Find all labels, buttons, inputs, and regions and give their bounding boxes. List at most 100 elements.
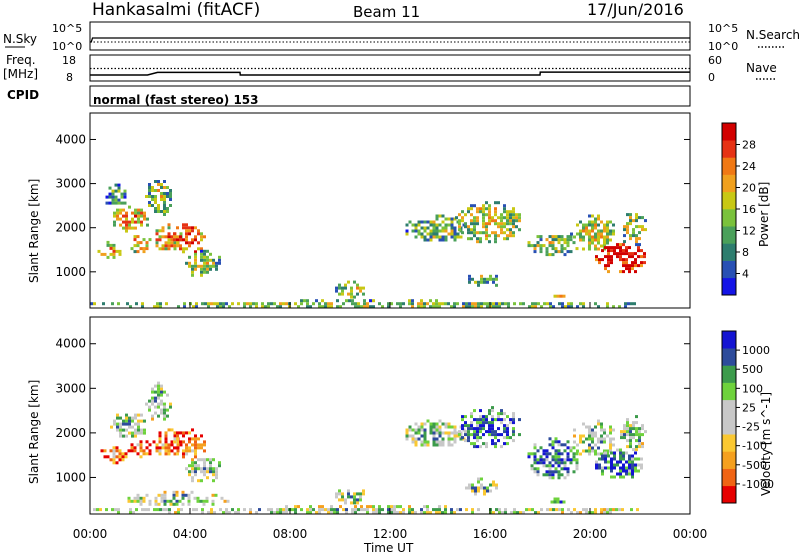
velocity-cell [191, 479, 194, 483]
power-cell [117, 183, 121, 187]
power-cell [441, 226, 445, 230]
power-cell [631, 252, 634, 256]
power-cell [137, 208, 140, 212]
power-cell [109, 252, 113, 256]
power-cell [294, 302, 297, 306]
velocity-cell [595, 460, 598, 464]
power-cell [170, 238, 174, 242]
velocity-cell [399, 505, 402, 509]
power-cell [408, 220, 412, 224]
power-cell [106, 243, 110, 247]
velocity-cell [438, 511, 441, 515]
velocity-cell [116, 425, 119, 429]
velocity-cell [629, 424, 632, 428]
velocity-cell [473, 418, 476, 422]
power-cell [612, 229, 615, 233]
velocity-cell [613, 457, 616, 461]
power-cell [522, 302, 525, 306]
power-cell [154, 195, 157, 198]
velocity-cell [234, 511, 237, 515]
power-cell [512, 225, 515, 229]
power-cell [632, 219, 635, 223]
velocity-cell [182, 452, 185, 456]
power-cell [188, 255, 191, 259]
power-cell [500, 213, 503, 217]
power-cell [131, 211, 134, 215]
velocity-cell [121, 455, 125, 459]
power-cell [536, 235, 540, 239]
power-cell [482, 207, 485, 211]
power-cell [591, 241, 594, 245]
power-cell [166, 195, 169, 198]
power-cell [477, 305, 480, 309]
velocity-cell [626, 445, 629, 449]
velocity-colorbar-tick-label: 500 [742, 363, 763, 376]
power-cell [503, 237, 506, 241]
velocity-cell [476, 421, 479, 425]
power-cell [435, 226, 439, 230]
power-cell [477, 283, 480, 287]
velocity-cell [435, 508, 438, 512]
power-cell [212, 264, 215, 268]
power-cell [563, 241, 567, 245]
power-cell [619, 258, 622, 262]
power-cell [560, 235, 564, 239]
power-cell [471, 305, 474, 309]
velocity-cell [200, 434, 203, 438]
velocity-cell [551, 473, 555, 477]
power-cell [485, 234, 488, 238]
power-cell [206, 258, 209, 262]
velocity-cell [137, 425, 140, 429]
power-cell [619, 252, 622, 256]
velocity-cell [140, 431, 143, 435]
power-cell [145, 247, 149, 251]
velocity-cell [294, 511, 297, 515]
velocity-cell [561, 511, 564, 515]
power-cell [509, 228, 512, 232]
power-cell [300, 302, 303, 306]
power-cell [142, 247, 146, 251]
power-cell [494, 213, 497, 217]
velocity-cell [185, 452, 188, 456]
power-cell [603, 238, 606, 242]
power-cell [182, 238, 185, 242]
velocity-cell [359, 498, 362, 502]
velocity-cell [453, 440, 457, 444]
power-cell [157, 204, 160, 207]
velocity-cell [139, 496, 143, 500]
velocity-cell [634, 469, 637, 473]
velocity-cell [591, 449, 594, 453]
power-cell [303, 299, 306, 303]
power-cell [619, 255, 622, 259]
velocity-cell [192, 508, 195, 512]
power-cell [203, 258, 206, 262]
velocity-cell [176, 449, 180, 453]
velocity-cell [179, 443, 183, 447]
power-cell [597, 235, 600, 239]
power-cell [567, 305, 570, 309]
velocity-cell [188, 431, 191, 435]
power-cell [119, 223, 122, 227]
velocity-cell [563, 461, 567, 465]
velocity-cell [594, 508, 597, 512]
velocity-cell [420, 508, 423, 512]
velocity-cell [163, 408, 166, 412]
power-cell [297, 305, 300, 309]
power-cell [582, 235, 585, 239]
velocity-cell [470, 424, 473, 428]
velocity-cell [164, 434, 168, 438]
velocity-cell [600, 434, 603, 438]
velocity-cell [474, 489, 477, 493]
velocity-cell [390, 511, 393, 515]
velocity-cell [194, 443, 197, 447]
velocity-cell [353, 495, 356, 499]
power-cell [200, 264, 203, 268]
velocity-cell [473, 442, 476, 446]
velocity-cell [585, 437, 588, 441]
power-cell [609, 238, 612, 242]
power-cell [609, 229, 612, 233]
power-cell [350, 289, 353, 293]
power-cell [482, 219, 485, 223]
power-cell [169, 192, 172, 195]
power-cell [185, 226, 188, 230]
